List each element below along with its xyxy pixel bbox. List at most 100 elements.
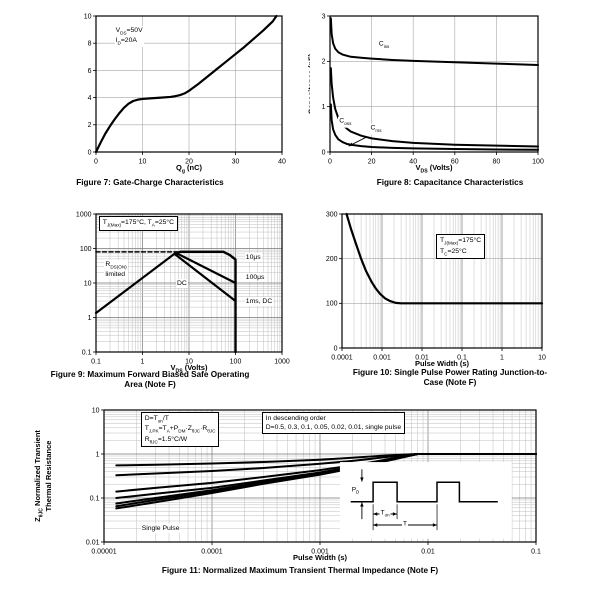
gate-charge-chart: 0 10 20 30 40 0 2 4 6 8 10	[60, 8, 296, 174]
svg-text:1: 1	[141, 359, 145, 366]
svg-text:300: 300	[326, 211, 338, 218]
svg-text:1: 1	[96, 451, 100, 458]
figure-caption: Figure 11: Normalized Maximum Transient …	[161, 566, 439, 575]
svg-text:0.001: 0.001	[373, 355, 391, 362]
svg-text:10: 10	[185, 359, 193, 366]
svg-text:200: 200	[326, 256, 338, 263]
svg-text:10: 10	[84, 280, 92, 287]
curve-label: VDS=50V ID=20A	[114, 25, 144, 47]
x-axis-label: Pulse Width (s)	[292, 553, 348, 562]
series-1ms-dc-boundary	[173, 253, 237, 303]
svg-text:0: 0	[94, 159, 98, 166]
svg-text:20: 20	[185, 159, 193, 166]
tick-labels: 0.1 1 10 100 1000 0.1 1 10 100 1000	[76, 211, 290, 365]
tick-labels: 0 20 40 60 80 100 0 1 2 3	[322, 13, 544, 165]
svg-text:40: 40	[278, 159, 286, 166]
curve-label: 1ms, DC	[244, 296, 274, 306]
svg-text:60: 60	[451, 159, 459, 166]
series-Ciss	[329, 17, 539, 66]
svg-text:8: 8	[88, 41, 92, 48]
svg-text:0: 0	[334, 345, 338, 352]
svg-text:0: 0	[322, 149, 326, 156]
svg-text:0.0001: 0.0001	[201, 549, 223, 556]
tick-labels: 0.00001 0.0001 0.001 0.01 0.1 0.01 0.1 1 10	[86, 407, 541, 555]
svg-text:10: 10	[538, 355, 546, 362]
svg-text:2: 2	[322, 59, 326, 66]
arrowhead	[373, 523, 378, 527]
svg-text:100: 100	[80, 246, 92, 253]
svg-text:1: 1	[88, 315, 92, 322]
svg-text:6: 6	[88, 68, 92, 75]
figure10-panel: Power (W) 0.00010.0010.010.1110010020030…	[300, 200, 600, 400]
curve-label: Single Pulse	[140, 523, 181, 533]
figure-caption: Figure 7: Gate-Charge Characteristics	[76, 178, 224, 187]
svg-text:0: 0	[328, 159, 332, 166]
curve-label: RDS(ON) limited	[104, 259, 128, 280]
svg-text:0: 0	[88, 149, 92, 156]
svg-text:10: 10	[139, 159, 147, 166]
series-single-pulse-power	[345, 212, 544, 305]
chart-annotation: In descending order D=0.5, 0.3, 0.1, 0.05…	[261, 411, 406, 434]
svg-text:0.1: 0.1	[91, 359, 101, 366]
svg-text:10: 10	[84, 13, 92, 20]
series-single-pulse	[115, 453, 537, 510]
x-axis-label: Qg (nC)	[175, 163, 203, 175]
plot-frame	[329, 15, 539, 153]
svg-text:10: 10	[92, 407, 100, 414]
gridlines	[96, 214, 282, 352]
chart-annotation: TJ(Max)=175°C TC=25°C	[436, 234, 486, 260]
curve-label: Ciss	[377, 39, 391, 51]
figure-caption: Figure 10: Single Pulse Power Rating Jun…	[352, 368, 548, 388]
safe-operating-area-chart: 0.1 1 10 100 1000 0.1 1 10 100 1000	[60, 206, 296, 374]
arrowhead	[432, 523, 438, 527]
figure-caption: Figure 8: Capacitance Characteristics	[376, 178, 524, 187]
svg-text:40: 40	[409, 159, 417, 166]
svg-text:0.1: 0.1	[82, 349, 92, 356]
x-axis-label: VDS (Volts)	[415, 163, 453, 175]
curve-label: 100μs	[244, 273, 266, 283]
series-10us-boundary	[173, 250, 237, 354]
svg-text:0.0001: 0.0001	[331, 355, 353, 362]
t-label: T	[402, 520, 409, 530]
arrowhead	[373, 512, 378, 516]
svg-text:0.01: 0.01	[421, 549, 435, 556]
ton-label: Ton	[379, 509, 391, 519]
series-rdson-limit	[94, 252, 177, 315]
svg-text:0.00001: 0.00001	[91, 549, 116, 556]
svg-text:30: 30	[232, 159, 240, 166]
svg-text:0.1: 0.1	[531, 549, 541, 556]
figure11-panel: ZθJC Normalized Transient Thermal Resista…	[0, 400, 600, 600]
chart-annotation: D=Ton/T TJ,PK=TA+PDM·ZθJC·RθJC RθJC=1.5°C/…	[140, 411, 220, 448]
svg-text:3: 3	[322, 13, 326, 20]
capacitance-chart: 0 20 40 60 80 100 0 1 2 3	[310, 8, 556, 174]
x-axis-label: Pulse Width (s)	[414, 359, 470, 368]
tick-labels: 0 10 20 30 40 0 2 4 6 8 10	[84, 13, 286, 165]
curve-label: 10μs	[244, 252, 262, 262]
svg-text:100: 100	[532, 159, 544, 166]
series-gate-charge	[94, 14, 278, 154]
svg-text:0.1: 0.1	[90, 495, 100, 502]
arrowhead	[392, 512, 398, 516]
pd-label: PD	[350, 486, 361, 496]
series-100us-boundary	[175, 252, 237, 285]
svg-text:100: 100	[326, 301, 338, 308]
svg-text:80: 80	[493, 159, 501, 166]
svg-text:4: 4	[88, 95, 92, 102]
curve-label: Crss	[369, 124, 383, 135]
svg-text:20: 20	[368, 159, 376, 166]
svg-text:1: 1	[500, 355, 504, 362]
svg-text:2: 2	[88, 122, 92, 129]
x-axis-label: VDS (Volts)	[170, 363, 208, 375]
curve-label: Coss	[338, 116, 353, 128]
svg-text:100: 100	[230, 359, 242, 366]
figure-caption: Figure 9: Maximum Forward Biased Safe Op…	[50, 370, 250, 390]
curve-label: DC	[176, 278, 188, 289]
svg-text:0.1: 0.1	[457, 355, 467, 362]
arrowhead	[348, 142, 354, 147]
plot-frame	[341, 213, 543, 349]
